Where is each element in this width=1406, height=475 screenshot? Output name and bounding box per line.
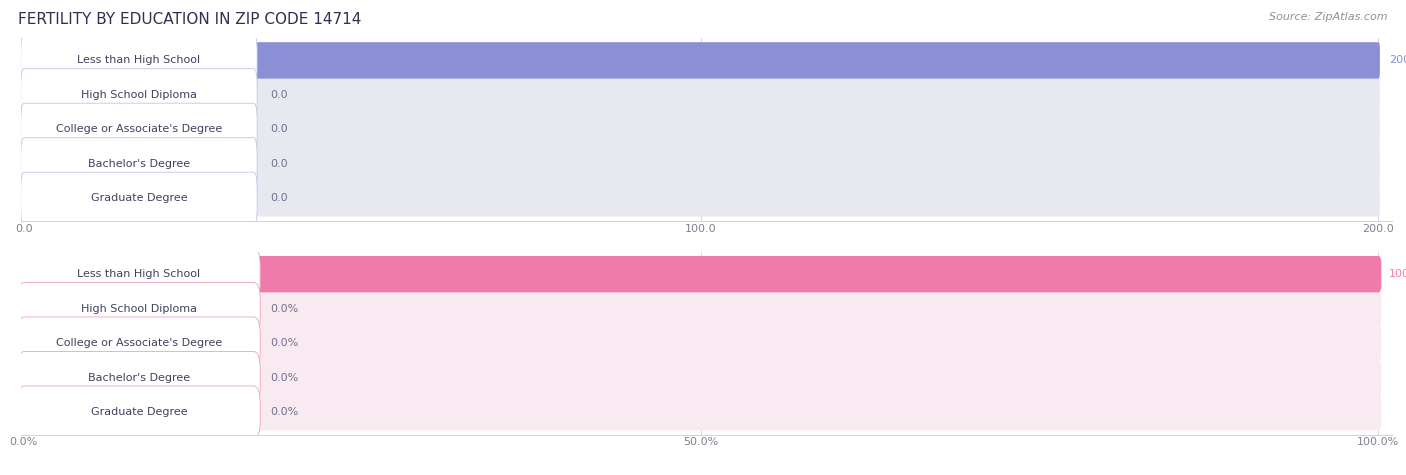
FancyBboxPatch shape: [21, 325, 257, 361]
FancyBboxPatch shape: [21, 138, 257, 190]
Text: 0.0: 0.0: [270, 159, 288, 169]
FancyBboxPatch shape: [21, 172, 257, 225]
FancyBboxPatch shape: [22, 146, 1379, 182]
Text: 0.0: 0.0: [270, 124, 288, 134]
FancyBboxPatch shape: [18, 283, 260, 335]
Text: Less than High School: Less than High School: [77, 269, 201, 279]
FancyBboxPatch shape: [22, 111, 256, 148]
FancyBboxPatch shape: [22, 42, 1379, 78]
Text: 200.0: 200.0: [1389, 56, 1406, 66]
Text: 0.0%: 0.0%: [270, 304, 298, 314]
Text: Source: ZipAtlas.com: Source: ZipAtlas.com: [1270, 12, 1388, 22]
Text: 0.0: 0.0: [270, 90, 288, 100]
FancyBboxPatch shape: [18, 248, 260, 300]
FancyBboxPatch shape: [21, 256, 1381, 292]
FancyBboxPatch shape: [18, 386, 260, 438]
FancyBboxPatch shape: [21, 291, 1381, 327]
Text: Bachelor's Degree: Bachelor's Degree: [89, 373, 190, 383]
FancyBboxPatch shape: [22, 180, 256, 217]
FancyBboxPatch shape: [22, 146, 256, 182]
FancyBboxPatch shape: [21, 103, 257, 156]
FancyBboxPatch shape: [21, 291, 257, 327]
FancyBboxPatch shape: [21, 394, 1381, 430]
Text: High School Diploma: High School Diploma: [82, 90, 197, 100]
FancyBboxPatch shape: [21, 256, 1381, 292]
Text: 0.0%: 0.0%: [270, 373, 298, 383]
Text: College or Associate's Degree: College or Associate's Degree: [56, 124, 222, 134]
FancyBboxPatch shape: [22, 180, 1379, 217]
Text: College or Associate's Degree: College or Associate's Degree: [56, 338, 222, 348]
FancyBboxPatch shape: [22, 77, 256, 113]
Text: FERTILITY BY EDUCATION IN ZIP CODE 14714: FERTILITY BY EDUCATION IN ZIP CODE 14714: [18, 12, 361, 27]
FancyBboxPatch shape: [22, 111, 1379, 148]
Text: 100.0%: 100.0%: [1389, 269, 1406, 279]
FancyBboxPatch shape: [22, 42, 1379, 78]
FancyBboxPatch shape: [18, 352, 260, 404]
Text: Less than High School: Less than High School: [77, 56, 201, 66]
FancyBboxPatch shape: [21, 360, 1381, 396]
FancyBboxPatch shape: [21, 360, 257, 396]
Text: Bachelor's Degree: Bachelor's Degree: [89, 159, 190, 169]
FancyBboxPatch shape: [21, 325, 1381, 361]
Text: 0.0%: 0.0%: [270, 338, 298, 348]
Text: High School Diploma: High School Diploma: [82, 304, 197, 314]
FancyBboxPatch shape: [21, 34, 257, 86]
FancyBboxPatch shape: [18, 317, 260, 370]
Text: 0.0: 0.0: [270, 193, 288, 203]
FancyBboxPatch shape: [21, 69, 257, 121]
Text: Graduate Degree: Graduate Degree: [90, 193, 187, 203]
Text: Graduate Degree: Graduate Degree: [90, 407, 187, 417]
FancyBboxPatch shape: [21, 394, 257, 430]
FancyBboxPatch shape: [22, 77, 1379, 113]
Text: 0.0%: 0.0%: [270, 407, 298, 417]
